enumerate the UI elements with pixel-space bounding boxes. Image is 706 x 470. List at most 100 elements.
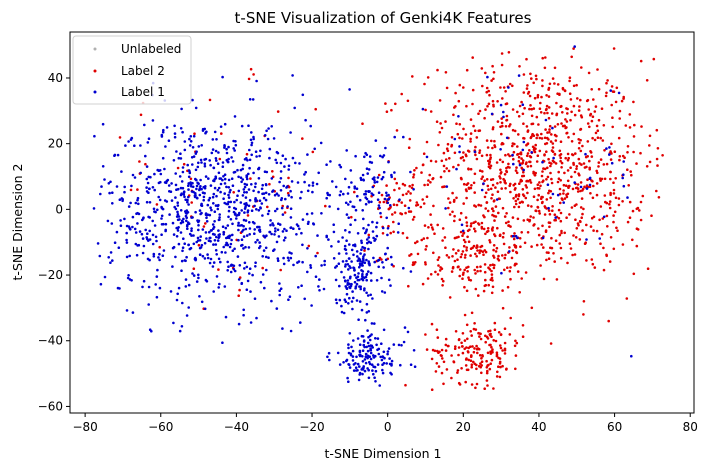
point-label-2 — [261, 266, 265, 270]
point-label-1 — [201, 228, 205, 231]
point-label-1 — [235, 217, 238, 220]
point-label-1 — [215, 159, 218, 162]
point-label-2 — [514, 339, 517, 343]
point-label-1 — [115, 230, 119, 234]
point-label-1 — [290, 180, 294, 183]
point-label-1 — [323, 259, 327, 263]
point-label-1 — [237, 322, 241, 326]
point-label-2 — [485, 371, 489, 375]
point-label-1 — [276, 259, 280, 263]
point-label-2 — [609, 170, 612, 174]
point-label-1 — [194, 192, 197, 195]
point-label-1 — [397, 222, 401, 225]
point-label-1 — [217, 286, 220, 289]
point-label-1 — [289, 226, 293, 230]
point-label-1 — [181, 166, 185, 169]
point-label-1 — [250, 131, 253, 134]
point-label-1 — [368, 355, 372, 359]
point-label-1 — [214, 175, 217, 178]
point-label-2 — [555, 101, 558, 105]
point-label-2 — [501, 349, 504, 352]
point-label-2 — [492, 266, 496, 270]
point-label-2 — [448, 157, 451, 160]
point-label-1 — [180, 325, 184, 328]
point-label-2 — [512, 183, 515, 187]
point-label-1 — [546, 183, 550, 186]
point-label-1 — [267, 256, 270, 260]
point-label-1 — [381, 368, 384, 372]
point-label-1 — [103, 178, 106, 181]
point-label-1 — [139, 171, 142, 175]
point-label-1 — [458, 150, 461, 154]
point-label-1 — [248, 166, 251, 170]
point-label-2 — [563, 197, 567, 200]
point-label-2 — [595, 169, 598, 173]
point-label-1 — [355, 250, 359, 253]
point-label-2 — [592, 215, 596, 219]
point-label-2 — [467, 358, 471, 362]
point-label-2 — [559, 156, 562, 160]
point-label-1 — [223, 177, 227, 181]
point-label-2 — [487, 283, 491, 287]
point-label-2 — [477, 129, 481, 133]
point-label-1 — [457, 115, 460, 118]
point-label-2 — [445, 167, 449, 170]
point-label-1 — [117, 246, 121, 249]
point-label-2 — [599, 242, 602, 245]
point-label-1 — [380, 276, 383, 280]
point-label-2 — [521, 200, 524, 204]
point-label-1 — [106, 219, 110, 223]
point-label-1 — [123, 185, 126, 189]
point-label-1 — [319, 141, 323, 145]
point-label-2 — [466, 337, 469, 341]
point-label-2 — [594, 105, 598, 108]
point-label-1 — [270, 177, 274, 180]
point-label-1 — [99, 282, 103, 286]
point-label-2 — [509, 277, 512, 281]
point-label-1 — [223, 182, 227, 185]
point-label-1 — [191, 272, 194, 275]
point-label-2 — [550, 236, 553, 240]
point-label-2 — [436, 68, 439, 72]
point-label-1 — [205, 216, 208, 220]
point-label-1 — [172, 159, 176, 162]
point-label-2 — [558, 233, 562, 237]
point-label-2 — [378, 200, 382, 204]
point-label-1 — [344, 248, 348, 252]
point-label-1 — [300, 284, 303, 288]
point-label-1 — [278, 293, 282, 297]
point-label-2 — [518, 237, 522, 240]
point-label-2 — [400, 92, 404, 96]
point-label-2 — [586, 155, 589, 158]
point-label-1 — [198, 253, 202, 256]
point-label-1 — [196, 219, 199, 222]
point-label-2 — [495, 246, 499, 250]
point-label-2 — [457, 346, 461, 349]
point-label-2 — [424, 248, 428, 251]
point-label-2 — [469, 140, 472, 143]
point-label-2 — [407, 210, 411, 213]
point-label-2 — [594, 131, 598, 135]
point-label-2 — [509, 266, 512, 269]
point-label-1 — [151, 219, 154, 223]
point-label-1 — [292, 263, 295, 267]
point-label-1 — [236, 255, 240, 258]
point-label-2 — [454, 91, 457, 95]
point-label-2 — [562, 192, 565, 195]
point-label-2 — [238, 288, 241, 292]
point-label-1 — [347, 268, 350, 271]
point-label-2 — [502, 242, 506, 246]
point-label-1 — [248, 221, 251, 224]
point-label-2 — [561, 87, 565, 91]
point-label-1 — [347, 346, 350, 350]
point-label-2 — [559, 153, 563, 156]
point-label-1 — [225, 151, 229, 155]
point-label-1 — [131, 215, 135, 219]
point-label-1 — [101, 165, 105, 168]
point-label-1 — [246, 211, 249, 214]
point-label-1 — [344, 285, 348, 288]
point-label-2 — [507, 162, 510, 166]
point-label-2 — [465, 189, 468, 193]
point-label-2 — [513, 205, 516, 209]
point-label-1 — [208, 236, 211, 240]
